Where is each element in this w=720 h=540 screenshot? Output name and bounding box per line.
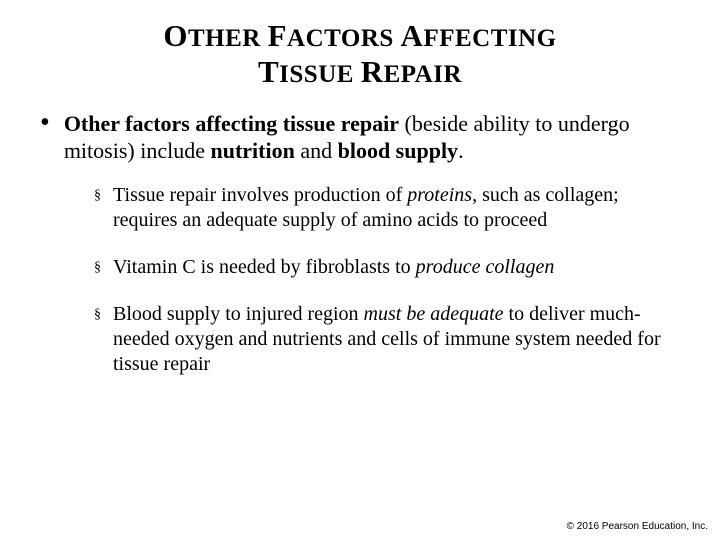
slide-title: OTHER FACTORS AFFECTING TISSUE REPAIR (40, 18, 680, 90)
bullet-square-icon: § (94, 188, 101, 204)
copyright-text: © 2016 Pearson Education, Inc. (567, 521, 708, 532)
sub-bullet-list: § Tissue repair involves production of pr… (94, 183, 680, 377)
main-bullet-text: Other factors affecting tissue repair (b… (64, 110, 680, 165)
title-line-1: OTHER FACTORS AFFECTING (40, 18, 680, 54)
main-bullet: • Other factors affecting tissue repair … (40, 110, 680, 165)
sub-bullet: § Blood supply to injured region must be … (94, 302, 680, 377)
bullet-square-icon: § (94, 307, 101, 323)
sub-bullet: § Tissue repair involves production of pr… (94, 183, 680, 233)
sub-bullet-text: Blood supply to injured region must be a… (113, 302, 680, 377)
slide-content: OTHER FACTORS AFFECTING TISSUE REPAIR • … (0, 0, 720, 377)
sub-bullet: § Vitamin C is needed by fibroblasts to p… (94, 255, 680, 280)
title-line-2: TISSUE REPAIR (40, 54, 680, 90)
sub-bullet-text: Tissue repair involves production of pro… (113, 183, 680, 233)
bullet-square-icon: § (94, 260, 101, 276)
sub-bullet-text: Vitamin C is needed by fibroblasts to pr… (113, 255, 554, 280)
bullet-dot-icon: • (40, 112, 50, 134)
